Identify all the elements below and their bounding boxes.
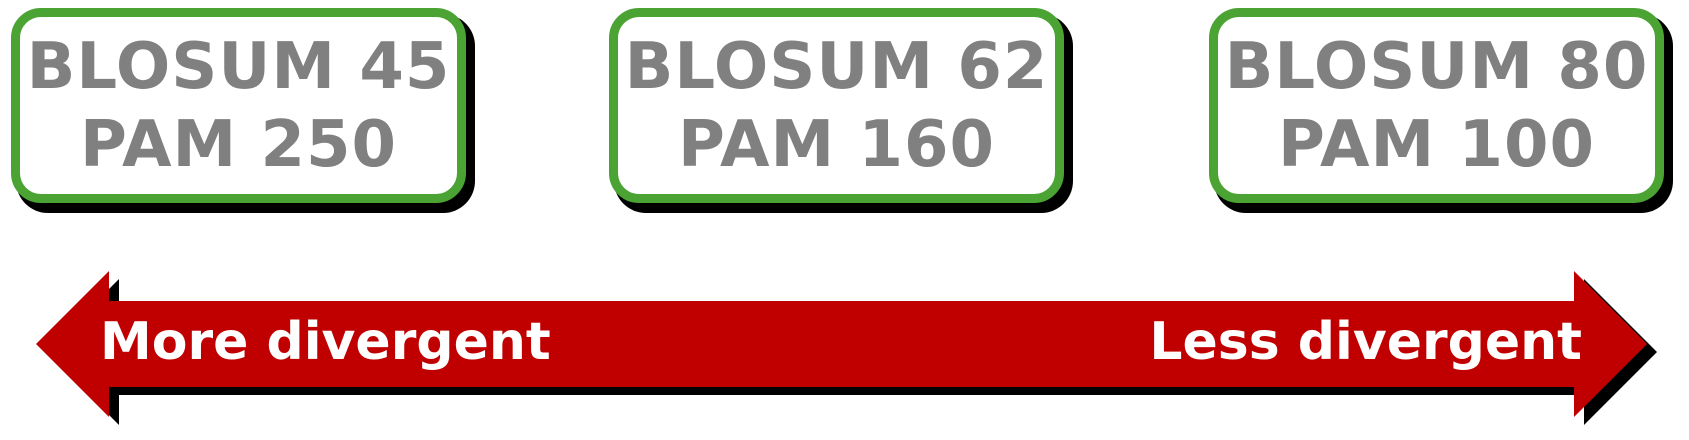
matrix-box-blosum80: BLOSUM 80 PAM 100	[1209, 8, 1664, 203]
arrow-label-less-divergent: Less divergent	[1149, 312, 1582, 372]
blosum-label: BLOSUM 80	[1224, 29, 1649, 104]
pam-label: PAM 250	[79, 107, 398, 182]
matrix-box-blosum62: BLOSUM 62 PAM 160	[609, 8, 1064, 203]
arrow-body	[36, 271, 1647, 417]
divergence-arrow: More divergent Less divergent	[0, 270, 1689, 440]
pam-label: PAM 160	[677, 107, 996, 182]
arrow-label-more-divergent: More divergent	[100, 312, 551, 372]
blosum-label: BLOSUM 62	[624, 29, 1049, 104]
pam-label: PAM 100	[1277, 107, 1596, 182]
double-arrow-icon	[36, 271, 1657, 425]
blosum-label: BLOSUM 45	[26, 29, 451, 104]
matrix-box-blosum45: BLOSUM 45 PAM 250	[11, 8, 466, 203]
